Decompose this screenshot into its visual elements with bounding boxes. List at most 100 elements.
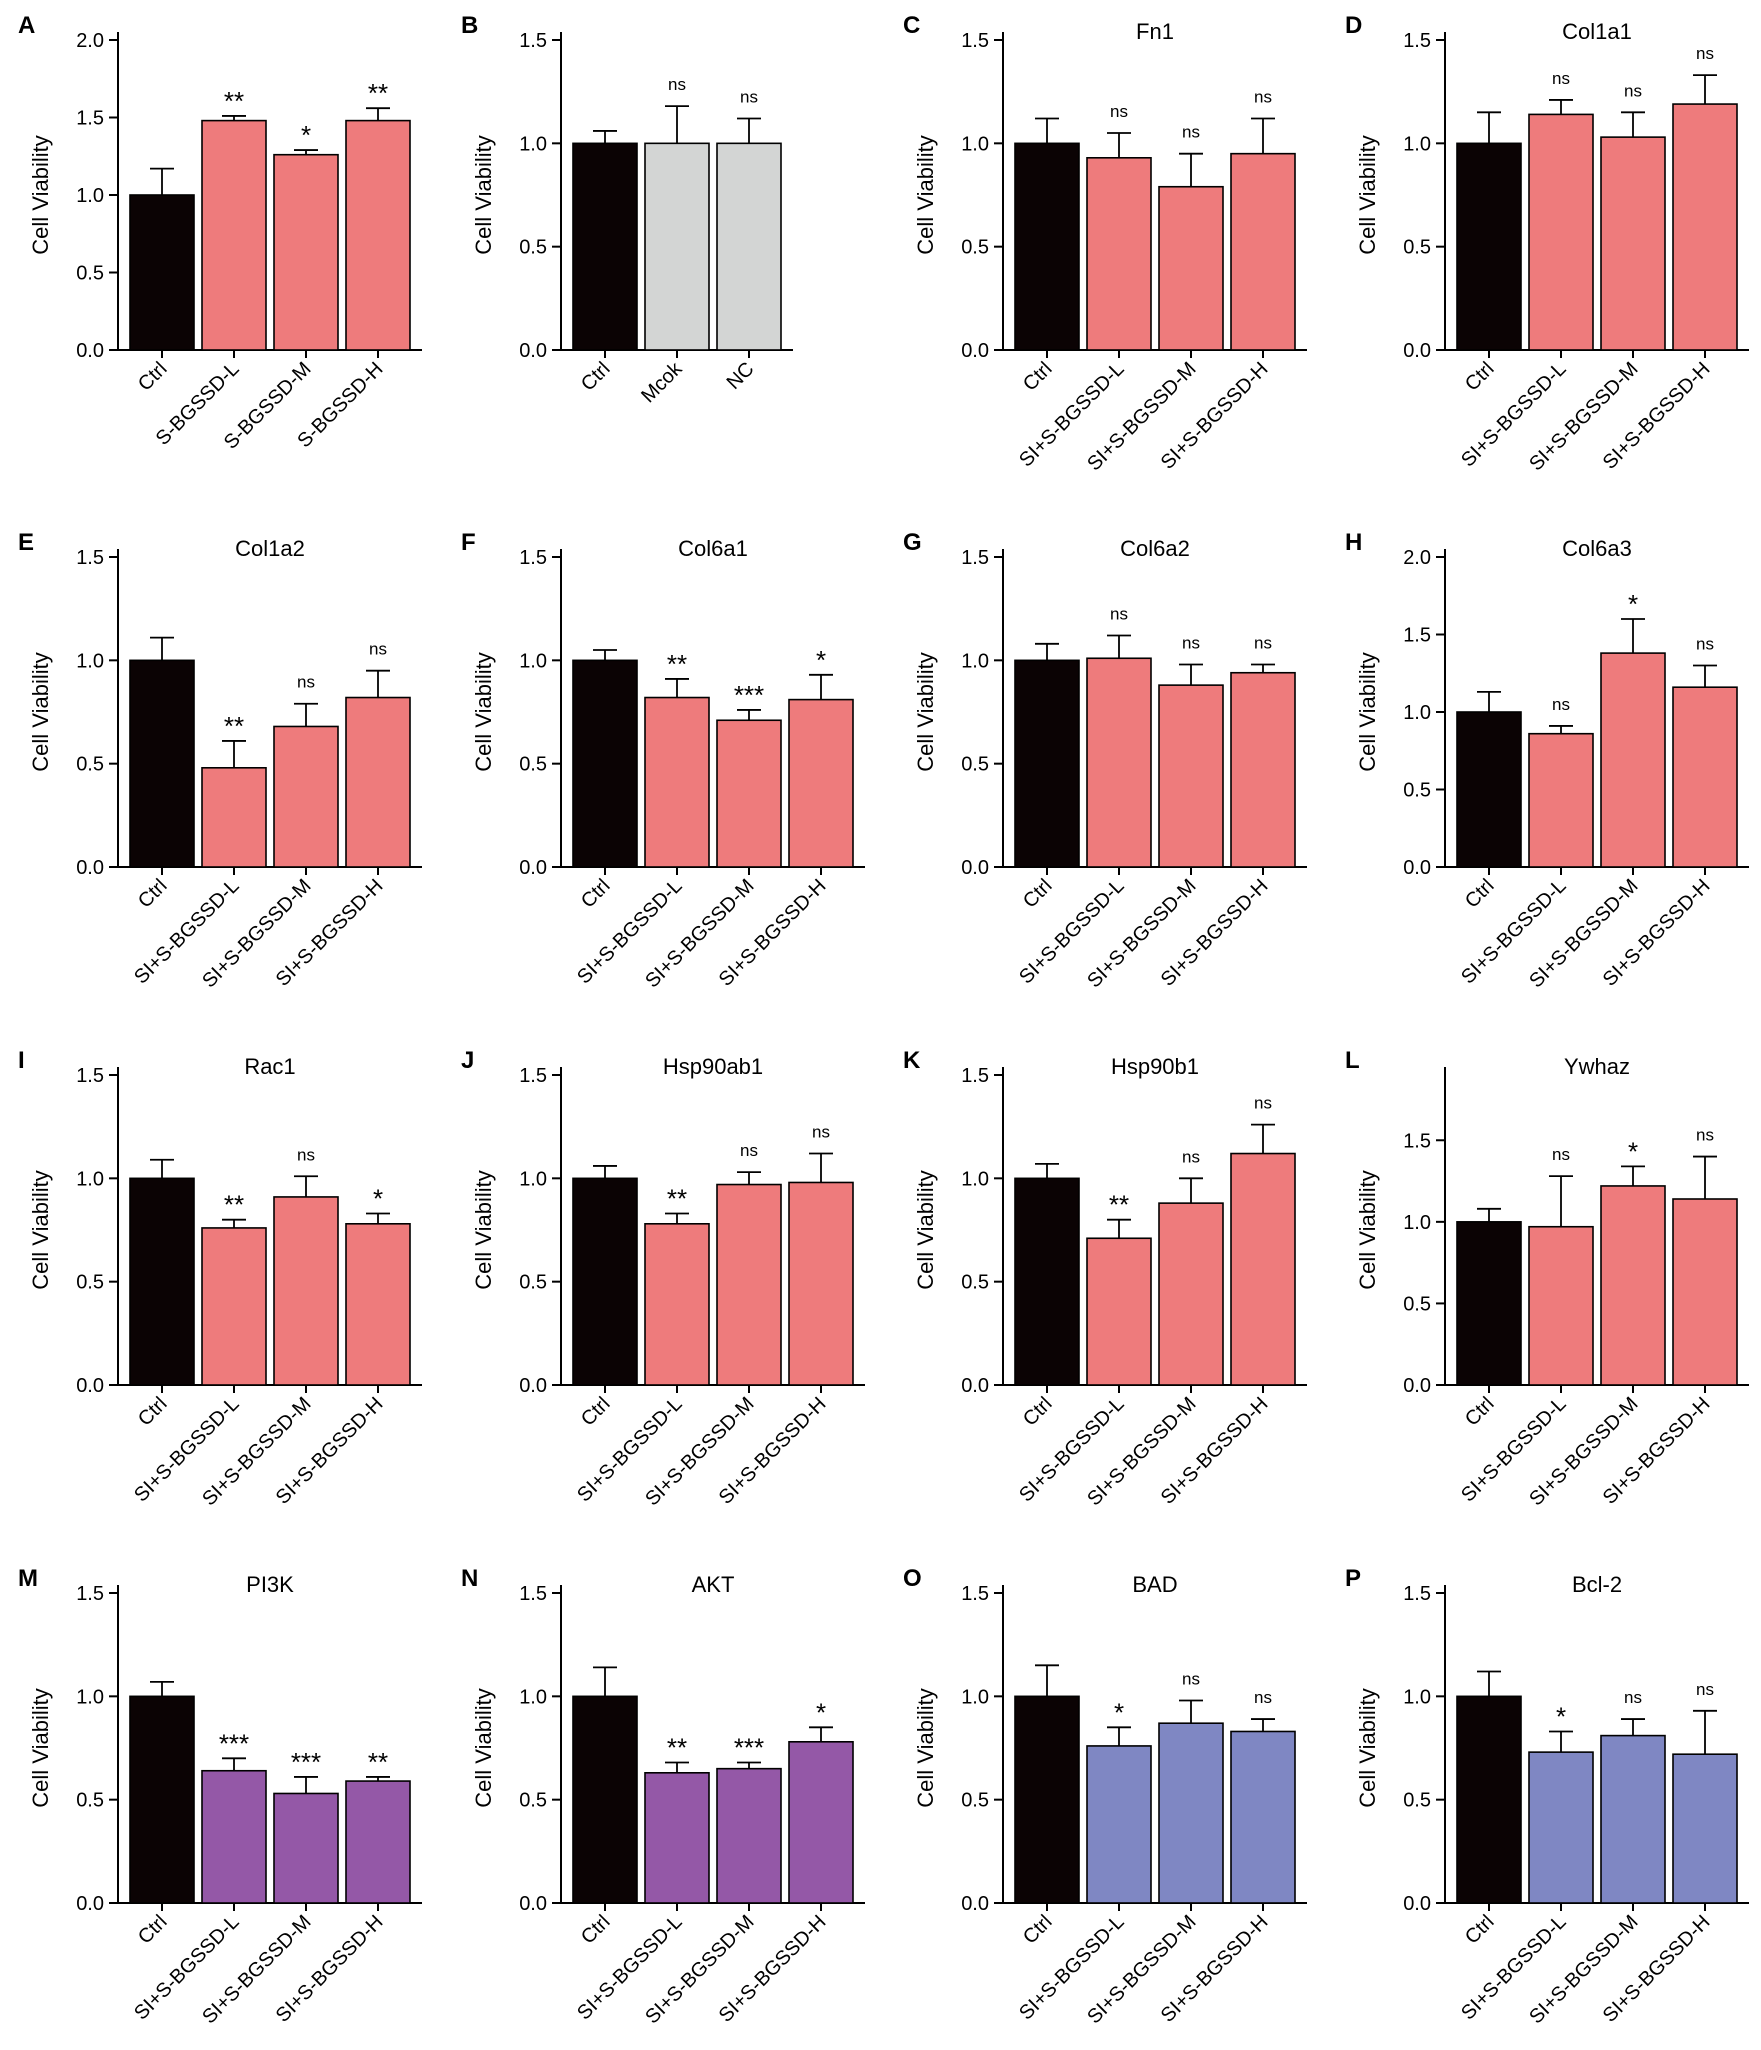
y-tick-label: 1.5 (961, 1065, 989, 1087)
panel-letter: E (18, 529, 34, 556)
panel-letter: C (903, 12, 920, 39)
y-tick-label: 1.0 (76, 185, 104, 207)
bar (572, 1177, 638, 1386)
y-tick-label: 1.0 (961, 133, 989, 155)
y-tick-label: 0.0 (519, 340, 547, 362)
bar (201, 119, 267, 351)
significance-ns: ns (668, 75, 686, 94)
bar (129, 1695, 195, 1904)
y-tick-label: 0.0 (76, 857, 104, 879)
x-tick-label: Ctrl (134, 875, 172, 913)
y-axis-label: Cell Viability (28, 652, 53, 771)
x-tick-label: Ctrl (1461, 1393, 1499, 1431)
panel-letter: G (903, 529, 922, 556)
panel-letter: A (18, 12, 35, 39)
y-tick-label: 1.0 (76, 650, 104, 672)
x-tick-label: Ctrl (134, 358, 172, 396)
significance-ns: ns (1182, 1669, 1200, 1688)
bar (572, 142, 638, 351)
x-tick-label: Ctrl (1019, 1911, 1057, 1949)
y-tick-label: 0.5 (76, 754, 104, 776)
y-tick-label: 1.5 (1403, 1583, 1431, 1605)
bar (345, 696, 411, 868)
bar (716, 1767, 782, 1904)
significance-star: * (816, 1697, 826, 1727)
significance-star: ** (667, 1183, 687, 1213)
significance-ns: ns (297, 1145, 315, 1164)
significance-ns: ns (1254, 1688, 1272, 1707)
bar (1086, 1745, 1152, 1904)
y-tick-label: 1.5 (76, 1065, 104, 1087)
significance-star: * (1628, 589, 1638, 619)
y-tick-label: 1.5 (1403, 625, 1431, 647)
bar (572, 1695, 638, 1904)
chart-title: Col6a1 (678, 536, 748, 561)
chart-title: Rac1 (244, 1054, 295, 1079)
y-tick-label: 0.5 (1403, 780, 1431, 802)
bar (345, 1223, 411, 1386)
significance-ns: ns (297, 673, 315, 692)
significance-star: ** (667, 649, 687, 679)
significance-ns: ns (1254, 1094, 1272, 1113)
bar (345, 119, 411, 351)
significance-star: ** (1109, 1190, 1129, 1220)
significance-ns: ns (369, 640, 387, 659)
x-tick-label: Ctrl (1461, 358, 1499, 396)
bar (129, 194, 195, 351)
bar (1158, 185, 1224, 351)
y-axis-label: Cell Viability (913, 1170, 938, 1289)
significance-star: * (1114, 1697, 1124, 1727)
y-tick-label: 0.5 (76, 263, 104, 285)
y-axis-label: Cell Viability (471, 1170, 496, 1289)
y-tick-label: 0.0 (961, 857, 989, 879)
chart-title: AKT (692, 1572, 735, 1597)
panel-letter: L (1345, 1047, 1360, 1074)
x-tick-label: Ctrl (1019, 875, 1057, 913)
y-axis-label: Cell Viability (913, 1688, 938, 1807)
significance-star: *** (734, 1732, 764, 1762)
x-tick-label: Mcok (637, 357, 687, 407)
chart-title: Hsp90b1 (1111, 1054, 1199, 1079)
significance-ns: ns (1696, 44, 1714, 63)
panel-letter: B (461, 12, 478, 39)
y-tick-label: 0.5 (961, 237, 989, 259)
chart-title: Ywhaz (1564, 1054, 1630, 1079)
bar (1014, 1695, 1080, 1904)
y-tick-label: 0.5 (519, 754, 547, 776)
y-tick-label: 1.5 (961, 1583, 989, 1605)
bar (644, 1223, 710, 1386)
panel-letter: J (461, 1047, 474, 1074)
y-axis-label: Cell Viability (1355, 1688, 1380, 1807)
y-tick-label: 0.5 (961, 1790, 989, 1812)
y-axis-label: Cell Viability (471, 135, 496, 254)
significance-ns: ns (1182, 1147, 1200, 1166)
y-tick-label: 1.0 (519, 1168, 547, 1190)
panel-K: K Hsp90b1 Cell Viability 0.0 0.5 1.0 1.5 Ctrl **… (903, 1047, 1307, 1510)
significance-star: ** (368, 78, 388, 108)
panel-H: H Col6a3 Cell Viability 0.0 0.5 1.0 1.5 2.0 Ctrl… (1345, 529, 1749, 992)
y-axis-label: Cell Viability (471, 1688, 496, 1807)
y-tick-label: 1.5 (76, 547, 104, 569)
y-tick-label: 2.0 (76, 30, 104, 52)
y-tick-label: 1.5 (519, 30, 547, 52)
significance-ns: ns (1696, 635, 1714, 654)
significance-ns: ns (1696, 1680, 1714, 1699)
y-tick-label: 1.0 (519, 650, 547, 672)
significance-ns: ns (1182, 123, 1200, 142)
y-tick-label: 0.0 (519, 1893, 547, 1915)
bar (1086, 157, 1152, 351)
panel-letter: I (18, 1047, 25, 1074)
bar (644, 142, 710, 351)
significance-star: ** (224, 1190, 244, 1220)
bar (788, 698, 854, 868)
bar (201, 1769, 267, 1904)
x-tick-label: Ctrl (1019, 1393, 1057, 1431)
